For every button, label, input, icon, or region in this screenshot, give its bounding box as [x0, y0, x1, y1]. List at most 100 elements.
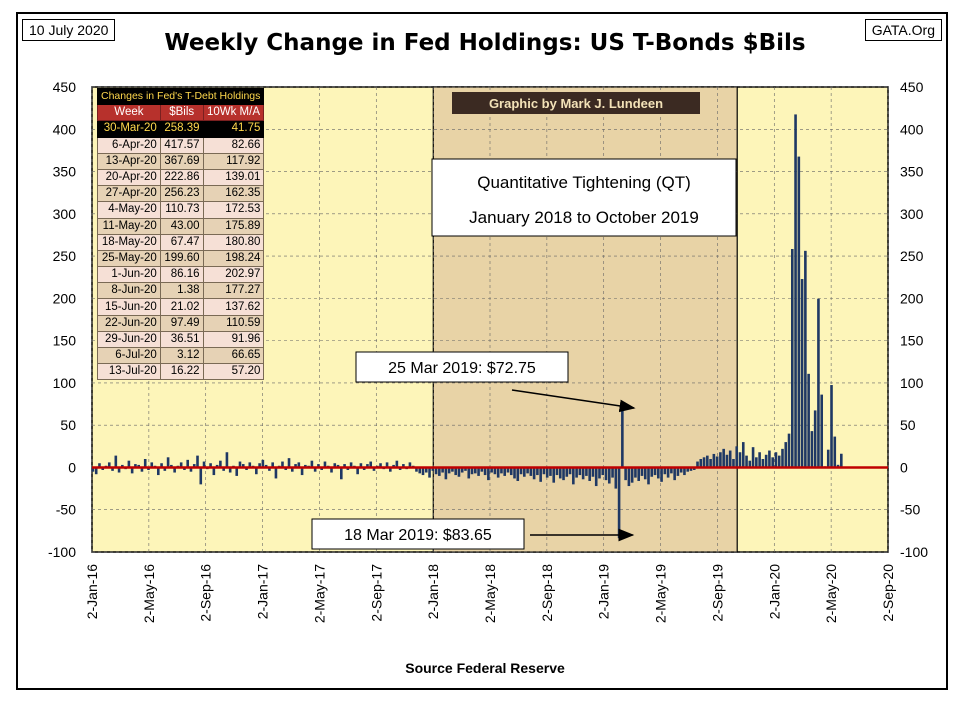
bar — [826, 449, 830, 468]
bar — [666, 467, 670, 478]
bar — [477, 467, 480, 476]
y-tick-label: 50 — [60, 417, 76, 433]
table-row: 27-Apr-20 256.23 162.35 — [97, 185, 265, 203]
bar — [745, 455, 748, 468]
bar — [706, 455, 709, 468]
table-cell: 27-Apr-20 — [97, 185, 161, 203]
table-cell: 175.89 — [202, 217, 265, 235]
bar — [444, 467, 448, 480]
bar — [728, 450, 732, 468]
y-tick-label: 250 — [53, 248, 77, 264]
x-tick-label: 2-Sep-20 — [880, 564, 896, 622]
qt-label-line-2: January 2018 to October 2019 — [469, 208, 699, 227]
bar — [572, 467, 575, 485]
x-tick-label: 2-Sep-18 — [539, 564, 555, 622]
table-row: 13-Jul-20 16.22 57.20 — [97, 363, 265, 381]
bar — [320, 467, 323, 470]
bar — [513, 467, 516, 479]
bar — [428, 467, 431, 478]
bar — [431, 467, 435, 471]
bar — [333, 463, 337, 468]
bar — [555, 467, 559, 476]
bar — [624, 467, 627, 481]
bar — [408, 462, 412, 468]
bar — [202, 461, 206, 468]
bar — [297, 462, 301, 468]
table-row: 1-Jun-20 86.16 202.97 — [97, 266, 265, 284]
bar — [732, 459, 735, 468]
bar — [640, 467, 644, 476]
bar — [719, 452, 722, 468]
bar — [447, 467, 451, 474]
bar — [653, 467, 657, 476]
table-cell: 29-Jun-20 — [97, 330, 161, 349]
table-cell: 16.22 — [159, 363, 204, 381]
bar — [160, 463, 163, 468]
bar — [519, 467, 523, 475]
bar — [784, 442, 788, 468]
chart-title: Weekly Change in Fed Holdings: US T-Bond… — [164, 30, 806, 56]
y-tick-label-right: 300 — [900, 206, 924, 222]
bar — [192, 464, 196, 468]
bar — [150, 462, 154, 468]
bar — [709, 459, 712, 468]
bar — [591, 467, 595, 477]
bar — [238, 461, 242, 468]
bar — [117, 467, 121, 473]
table-cell: 21.02 — [159, 298, 204, 316]
table-cell: 57.20 — [202, 363, 265, 381]
qt-shaded-region — [432, 86, 738, 553]
bar — [212, 467, 216, 476]
holdings-table: Changes in Fed's T-Debt Holdings Week $Bil… — [96, 87, 265, 381]
bar — [457, 467, 461, 477]
bar — [696, 461, 699, 468]
bar — [454, 467, 457, 476]
table-cell: 198.24 — [202, 249, 265, 268]
bar — [549, 467, 552, 476]
table-row: 13-Apr-20 367.69 117.92 — [97, 152, 265, 170]
bar — [362, 467, 366, 470]
bar — [271, 462, 274, 468]
table-cell: 41.75 — [202, 120, 265, 138]
y-tick-label-right: 450 — [900, 79, 924, 95]
bar — [516, 467, 520, 481]
bar — [558, 467, 562, 479]
bar — [506, 467, 510, 473]
table-cell: 137.62 — [202, 298, 265, 316]
y-tick-label: 300 — [53, 206, 77, 222]
bar — [264, 464, 268, 468]
bar — [552, 467, 556, 483]
qt-label-line-1: Quantitative Tightening (QT) — [477, 173, 691, 192]
report-date: 10 July 2020 — [22, 19, 116, 41]
bar — [673, 467, 676, 481]
table-row: 6-Apr-20 417.57 82.66 — [97, 136, 265, 154]
bar — [398, 467, 402, 470]
bar — [670, 467, 673, 474]
bar — [336, 464, 340, 468]
table-cell: 1.38 — [159, 282, 204, 300]
bar — [755, 457, 758, 468]
y-tick-label: 0 — [68, 459, 76, 475]
bar — [186, 459, 190, 468]
bar — [189, 467, 193, 472]
annotation-arrow-up — [511, 389, 636, 413]
bar — [797, 156, 801, 468]
bar — [170, 464, 173, 468]
bar — [460, 467, 464, 473]
bar — [643, 467, 647, 480]
y-tick-label-right: -100 — [900, 544, 928, 560]
bar — [807, 373, 810, 468]
bar — [487, 467, 490, 481]
bar — [490, 467, 493, 473]
bar — [634, 467, 637, 478]
bar — [121, 464, 124, 468]
table-row: 4-May-20 110.73 172.53 — [97, 201, 265, 219]
bar — [787, 433, 791, 468]
bar — [657, 467, 660, 479]
bar — [245, 467, 248, 470]
table-cell: 11-May-20 — [97, 217, 161, 235]
bar — [820, 394, 824, 468]
bar — [650, 467, 654, 477]
table-cell: 10Wk M/A — [202, 104, 265, 122]
table-cell: 117.92 — [202, 152, 265, 170]
